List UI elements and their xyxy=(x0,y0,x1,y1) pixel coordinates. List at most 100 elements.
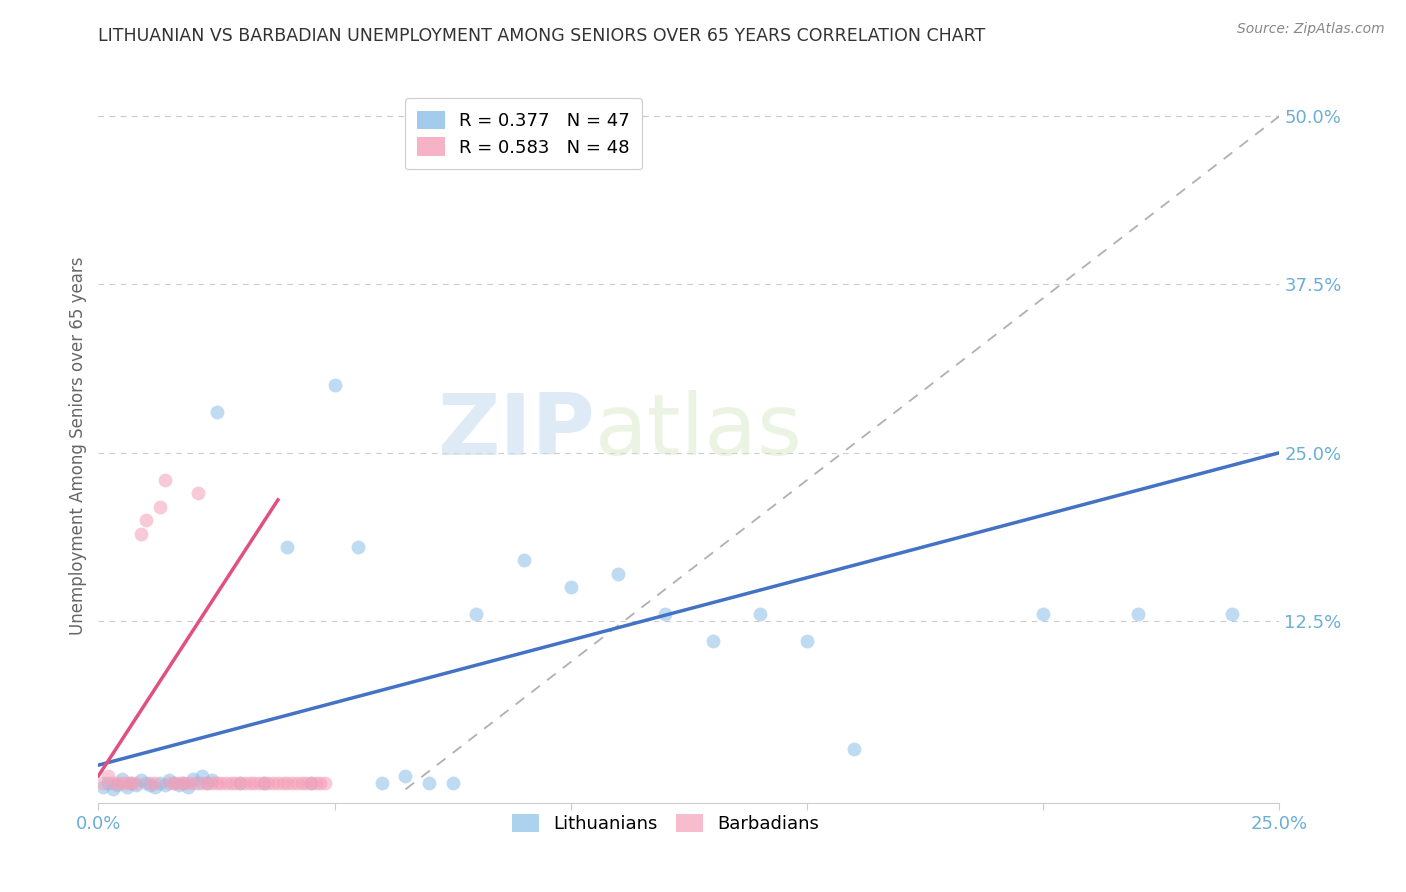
Barbadians xyxy=(257,775,280,789)
Barbadians xyxy=(239,775,262,789)
Lithuanians xyxy=(143,780,166,794)
Lithuanians xyxy=(1126,607,1149,622)
Barbadians xyxy=(233,775,256,789)
Lithuanians xyxy=(195,775,218,789)
Barbadians xyxy=(163,775,186,789)
Legend: Lithuanians, Barbadians: Lithuanians, Barbadians xyxy=(501,803,830,844)
Text: LITHUANIAN VS BARBADIAN UNEMPLOYMENT AMONG SENIORS OVER 65 YEARS CORRELATION CHA: LITHUANIAN VS BARBADIAN UNEMPLOYMENT AMO… xyxy=(98,27,986,45)
Barbadians xyxy=(290,775,312,789)
Barbadians xyxy=(121,775,143,789)
Lithuanians xyxy=(560,580,582,594)
Barbadians xyxy=(253,775,276,789)
Barbadians xyxy=(101,775,124,789)
Barbadians xyxy=(195,775,218,789)
Barbadians xyxy=(91,775,114,789)
Text: atlas: atlas xyxy=(595,390,803,474)
Barbadians xyxy=(115,775,138,789)
Barbadians xyxy=(143,775,166,789)
Barbadians xyxy=(135,513,157,527)
Barbadians xyxy=(111,775,134,789)
Lithuanians xyxy=(702,634,724,648)
Lithuanians xyxy=(201,772,224,787)
Lithuanians xyxy=(465,607,488,622)
Lithuanians xyxy=(191,769,214,783)
Barbadians xyxy=(276,775,298,789)
Barbadians xyxy=(97,769,120,783)
Lithuanians xyxy=(121,775,143,789)
Barbadians xyxy=(181,775,204,789)
Barbadians xyxy=(267,775,290,789)
Lithuanians xyxy=(153,778,176,792)
Lithuanians xyxy=(172,775,194,789)
Barbadians xyxy=(209,775,232,789)
Barbadians xyxy=(105,775,128,789)
Lithuanians xyxy=(418,775,440,789)
Text: ZIP: ZIP xyxy=(437,390,595,474)
Barbadians xyxy=(229,775,252,789)
Barbadians xyxy=(295,775,318,789)
Barbadians xyxy=(224,775,246,789)
Lithuanians xyxy=(748,607,770,622)
Lithuanians xyxy=(1220,607,1243,622)
Barbadians xyxy=(172,775,194,789)
Barbadians xyxy=(305,775,328,789)
Barbadians xyxy=(157,775,180,789)
Lithuanians xyxy=(323,378,346,392)
Lithuanians xyxy=(1032,607,1054,622)
Lithuanians xyxy=(101,782,124,797)
Lithuanians xyxy=(105,778,128,792)
Lithuanians xyxy=(205,405,228,419)
Lithuanians xyxy=(253,775,276,789)
Lithuanians xyxy=(229,775,252,789)
Lithuanians xyxy=(139,778,162,792)
Lithuanians xyxy=(512,553,534,567)
Lithuanians xyxy=(135,775,157,789)
Barbadians xyxy=(219,775,242,789)
Lithuanians xyxy=(163,775,186,789)
Lithuanians xyxy=(97,775,120,789)
Lithuanians xyxy=(347,540,370,554)
Lithuanians xyxy=(187,775,209,789)
Lithuanians xyxy=(111,772,134,786)
Barbadians xyxy=(299,775,322,789)
Lithuanians xyxy=(844,742,866,756)
Lithuanians xyxy=(796,634,818,648)
Barbadians xyxy=(153,473,176,487)
Lithuanians xyxy=(91,780,114,794)
Lithuanians xyxy=(149,775,172,789)
Barbadians xyxy=(167,775,190,789)
Lithuanians xyxy=(441,775,464,789)
Barbadians xyxy=(309,775,332,789)
Barbadians xyxy=(129,526,152,541)
Lithuanians xyxy=(654,607,676,622)
Barbadians xyxy=(149,500,172,514)
Barbadians xyxy=(139,775,162,789)
Lithuanians xyxy=(157,772,180,787)
Barbadians xyxy=(285,775,308,789)
Lithuanians xyxy=(115,780,138,794)
Barbadians xyxy=(125,775,148,789)
Lithuanians xyxy=(129,772,152,787)
Barbadians xyxy=(247,775,270,789)
Barbadians xyxy=(187,486,209,500)
Barbadians xyxy=(177,775,200,789)
Lithuanians xyxy=(181,772,204,786)
Lithuanians xyxy=(607,566,630,581)
Lithuanians xyxy=(167,778,190,792)
Barbadians xyxy=(271,775,294,789)
Lithuanians xyxy=(276,540,298,554)
Text: Source: ZipAtlas.com: Source: ZipAtlas.com xyxy=(1237,22,1385,37)
Barbadians xyxy=(314,775,336,789)
Barbadians xyxy=(243,775,266,789)
Barbadians xyxy=(215,775,238,789)
Lithuanians xyxy=(125,778,148,792)
Lithuanians xyxy=(371,775,394,789)
Barbadians xyxy=(281,775,304,789)
Barbadians xyxy=(201,775,224,789)
Barbadians xyxy=(191,775,214,789)
Barbadians xyxy=(262,775,284,789)
Lithuanians xyxy=(394,769,416,783)
Barbadians xyxy=(205,775,228,789)
Lithuanians xyxy=(177,780,200,794)
Y-axis label: Unemployment Among Seniors over 65 years: Unemployment Among Seniors over 65 years xyxy=(69,257,87,635)
